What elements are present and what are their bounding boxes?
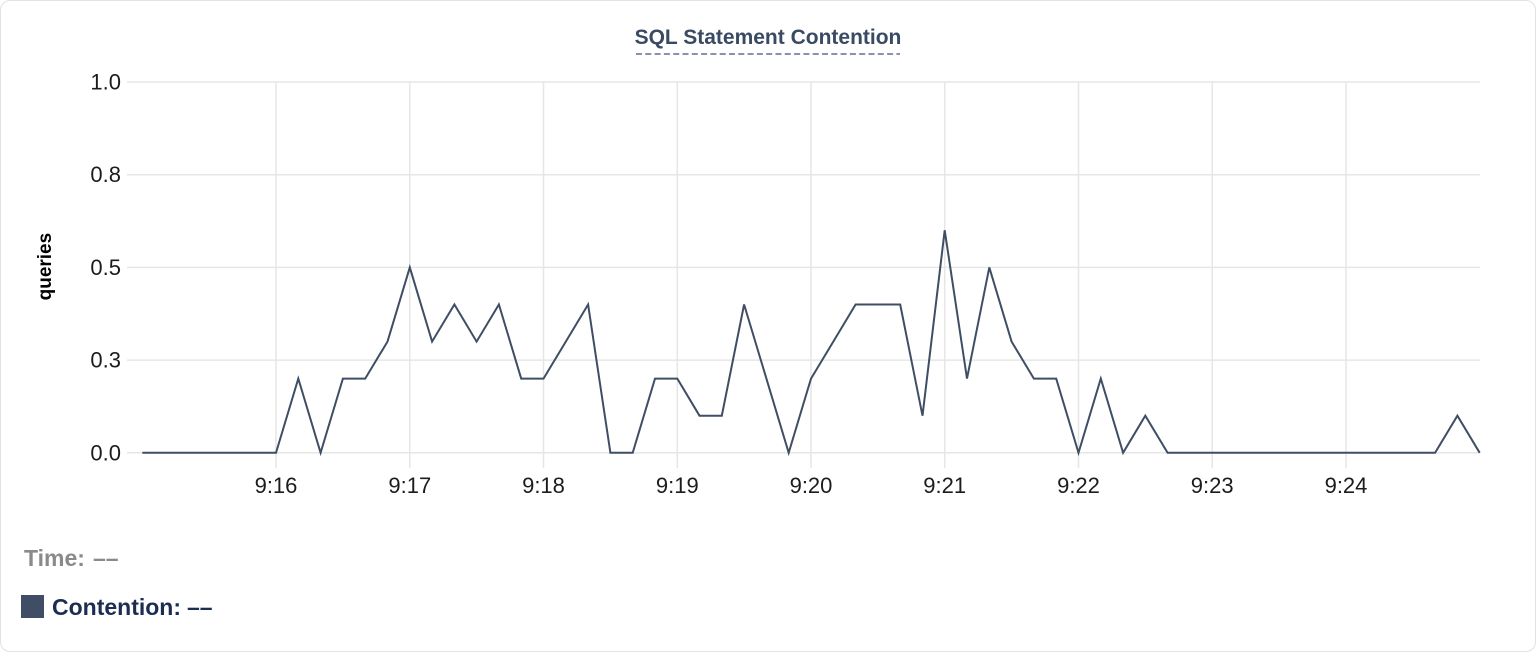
svg-text:9:18: 9:18 <box>522 473 565 498</box>
svg-text:0.0: 0.0 <box>90 440 121 465</box>
svg-text:0.8: 0.8 <box>90 162 121 187</box>
svg-text:0.5: 0.5 <box>90 255 121 280</box>
svg-text:9:19: 9:19 <box>656 473 699 498</box>
svg-text:9:21: 9:21 <box>923 473 966 498</box>
svg-text:9:24: 9:24 <box>1325 473 1368 498</box>
svg-text:9:17: 9:17 <box>388 473 431 498</box>
svg-text:9:23: 9:23 <box>1191 473 1234 498</box>
svg-text:1.0: 1.0 <box>90 70 121 95</box>
svg-text:queries: queries <box>35 233 56 301</box>
svg-text:9:16: 9:16 <box>255 473 298 498</box>
svg-text:0.3: 0.3 <box>90 348 121 373</box>
svg-text:9:22: 9:22 <box>1057 473 1100 498</box>
svg-text:9:20: 9:20 <box>790 473 833 498</box>
